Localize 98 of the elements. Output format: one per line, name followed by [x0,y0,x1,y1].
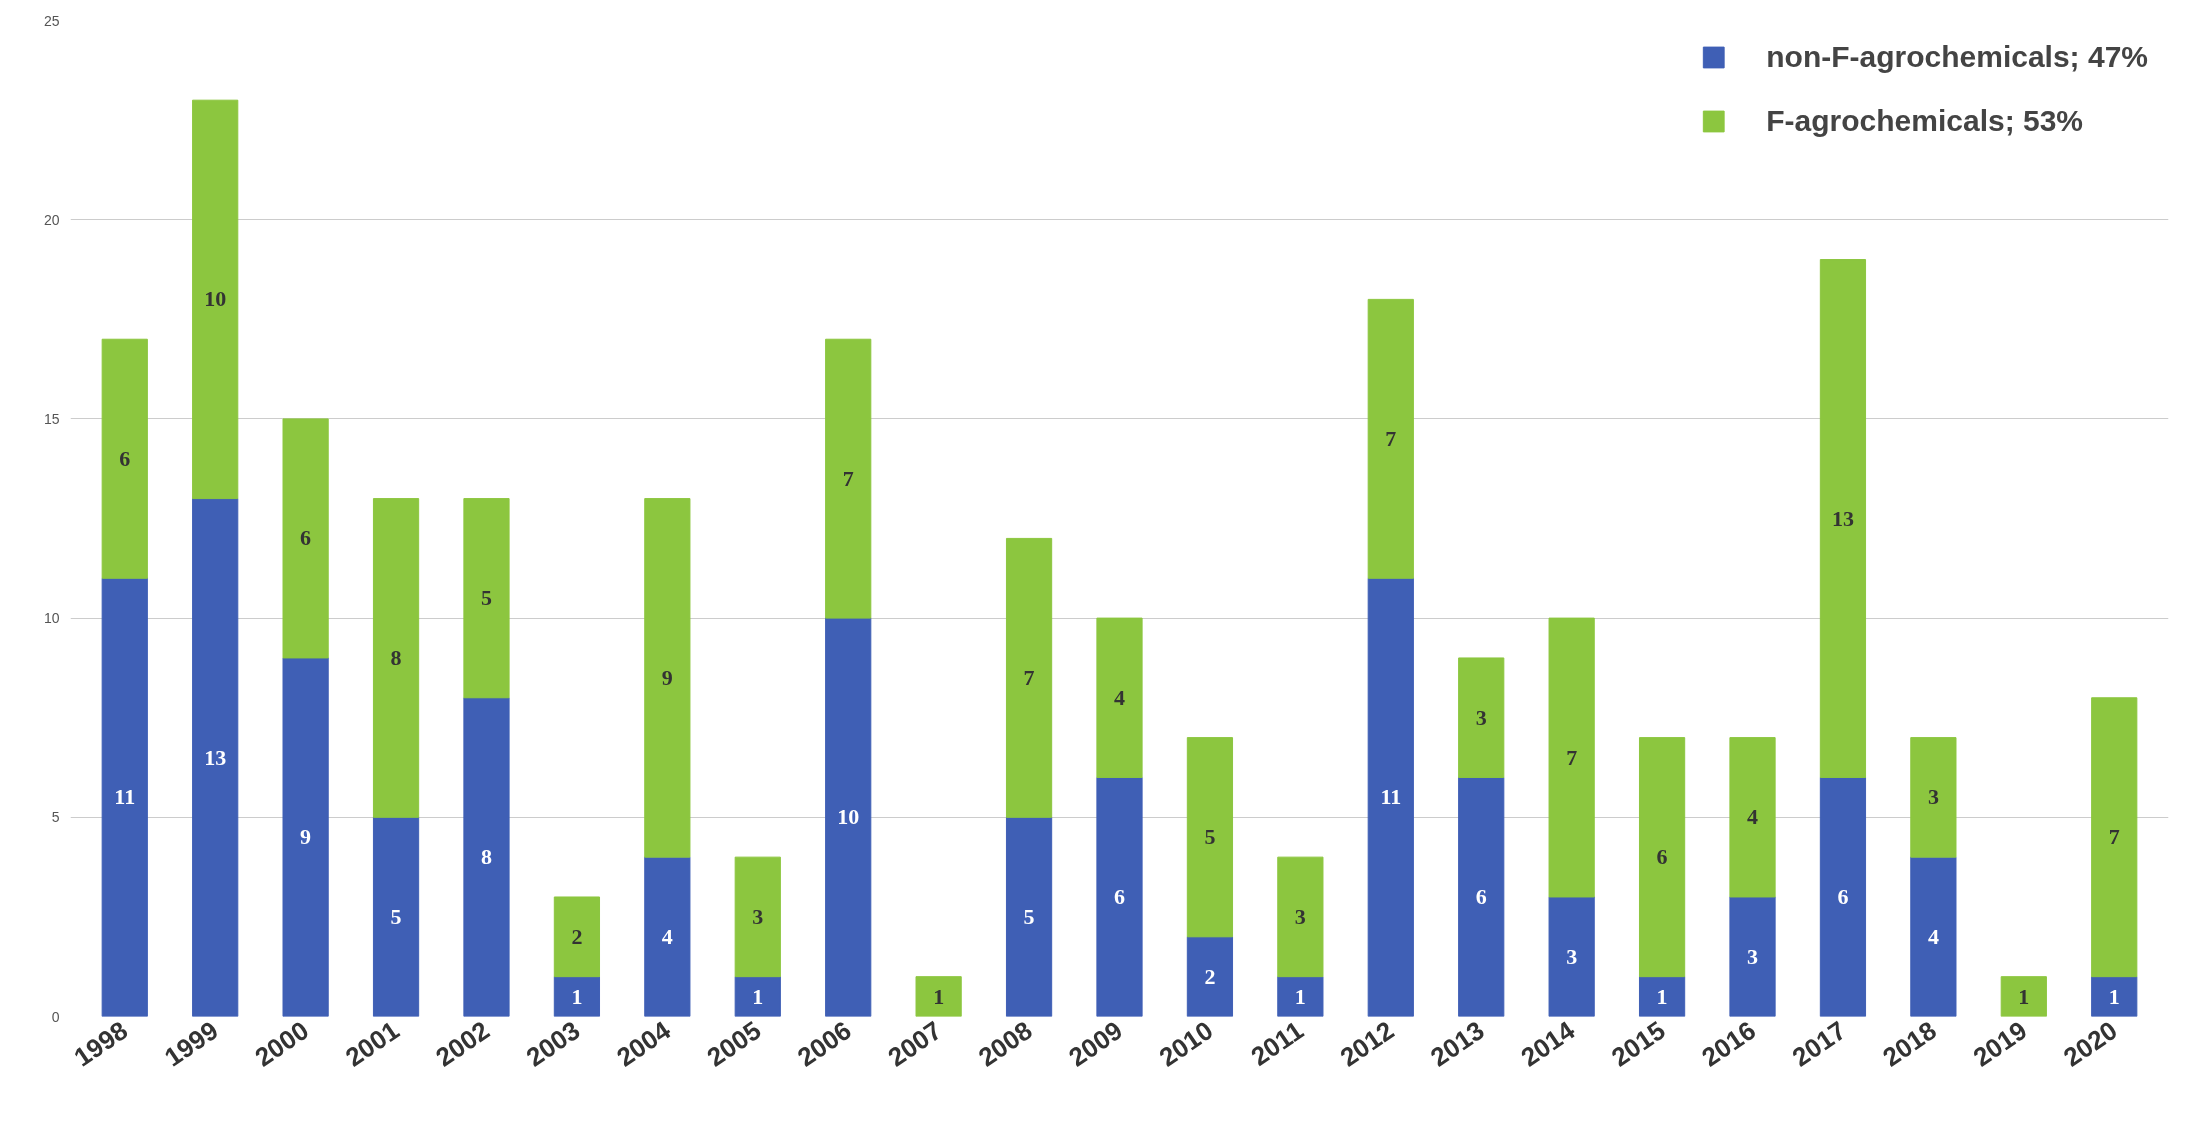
bar [1005,816,1053,1017]
bar [553,976,601,1017]
bar [463,697,510,1017]
data-label: 6 [119,445,131,471]
data-label: 4 [1114,684,1125,710]
bar [1277,976,1324,1017]
bar [372,816,420,1017]
data-label: 9 [300,824,312,850]
data-label: 7 [842,465,854,491]
data-label: 13 [1831,505,1854,531]
bar [1096,617,1143,778]
bar [2091,697,2138,978]
bar [553,896,601,978]
bar [1910,856,1957,1017]
data-label: 1 [2018,983,2030,1009]
data-label: 7 [1385,425,1397,451]
bar [1367,298,1414,579]
bar [1819,776,1867,1017]
y-tick-label: 5 [51,809,60,826]
data-label: 7 [1023,664,1035,690]
data-label: 1 [1656,983,1668,1009]
bar [1096,776,1143,1017]
data-label: 3 [752,903,764,929]
bar [1186,936,1234,1017]
bar [1638,976,1686,1017]
data-label: 5 [390,903,402,929]
data-label: 6 [1656,844,1668,870]
bar [372,498,420,818]
data-label: 6 [1114,883,1125,909]
bar [1005,537,1053,818]
data-label: 7 [1566,744,1578,770]
bar [825,338,872,619]
data-label: 1 [1294,983,1306,1009]
bar [101,577,148,1017]
data-label: 2 [571,923,583,949]
x-tick-label: 2001 [339,1015,405,1073]
data-label: 10 [837,804,860,830]
data-label: 1 [2108,983,2120,1009]
data-label: 4 [1927,923,1939,949]
data-label: 3 [1927,784,1939,810]
bar [192,99,239,500]
legend-label: F-agrochemicals; 53% [1766,104,2084,138]
bar [734,856,781,978]
y-tick-label: 25 [43,12,60,29]
data-label: 6 [1475,883,1487,909]
data-label: 13 [204,744,227,770]
data-label: 3 [1566,943,1578,969]
bar [1367,577,1414,1017]
data-label: 1 [933,983,945,1009]
data-label: 6 [1837,883,1849,909]
data-label: 2 [1204,963,1216,989]
data-label: 8 [480,844,492,870]
data-label: 4 [661,923,673,949]
data-label: 3 [1475,704,1487,730]
data-label: 9 [661,664,673,690]
bar [915,976,962,1017]
bar [2000,976,2047,1017]
bar [1186,737,1234,938]
bar [734,976,781,1017]
data-label: 8 [390,644,402,670]
bar [825,617,872,1017]
bar [644,856,691,1017]
y-tick-label: 10 [43,610,60,627]
data-label: 1 [571,983,583,1009]
bar [463,498,510,699]
bar [1548,617,1595,898]
data-label: 10 [204,286,227,312]
bar [1729,737,1776,898]
bar [192,498,239,1017]
y-tick-label: 0 [51,1008,60,1025]
data-label: 3 [1747,943,1759,969]
y-tick-label: 20 [43,211,60,228]
bar [1910,737,1957,858]
bar [1458,657,1505,778]
data-label: 7 [2108,824,2120,850]
data-label: 6 [300,525,312,551]
bar [282,657,329,1017]
data-label: 1 [752,983,764,1009]
bar [1638,737,1686,978]
bar [1819,259,1867,778]
legend-label: non-F-agrochemicals; 47% [1766,40,2148,74]
data-label: 3 [1294,903,1306,929]
bar [2091,976,2138,1017]
bar [282,418,329,659]
bar [1458,776,1505,1017]
data-label: 5 [480,585,492,611]
bar [1729,896,1776,1017]
data-label: 5 [1023,903,1035,929]
data-label: 11 [114,784,136,810]
data-label: 4 [1747,804,1759,830]
y-tick-label: 15 [43,410,60,427]
bar [101,338,148,579]
data-label: 5 [1204,824,1216,850]
bar [1548,896,1595,1017]
bar [644,498,691,858]
x-tick-label: 2011 [1245,1015,1309,1072]
data-label: 11 [1380,784,1402,810]
bar [1277,856,1324,978]
